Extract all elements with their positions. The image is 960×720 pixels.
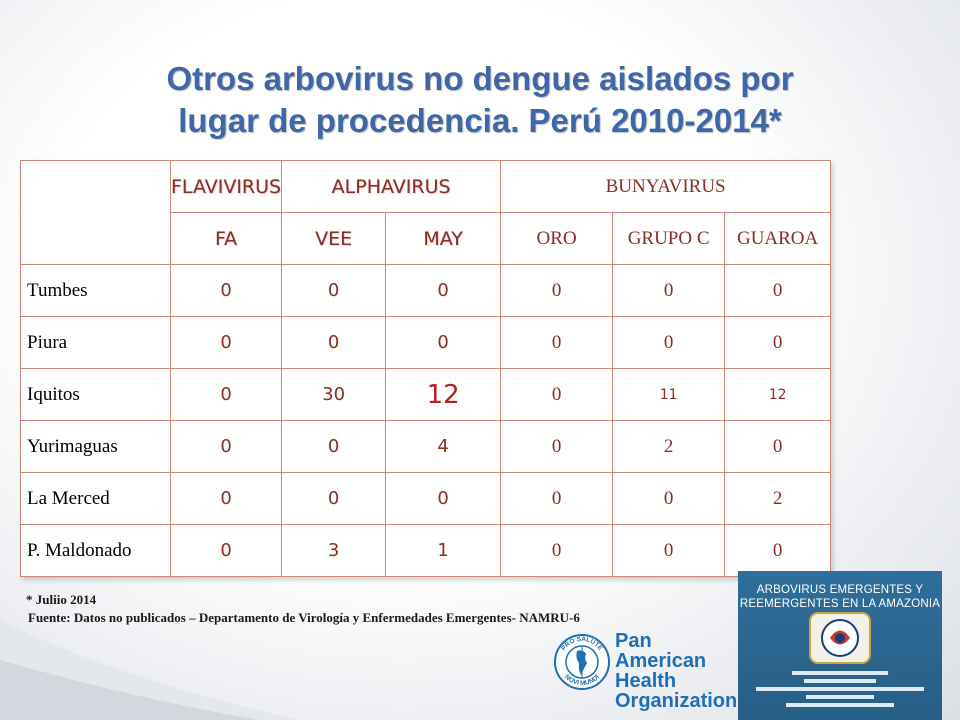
table-cell: 0 bbox=[169, 264, 283, 317]
arbovirus-table: FLAVIVIRUS ALPHAVIRUS BUNYAVIRUS FA VEE … bbox=[20, 160, 832, 577]
table-row: Yurimaguas 0 0 4 0 2 0 bbox=[20, 420, 832, 473]
table-cell: 0 bbox=[385, 264, 502, 317]
book-small-text-graphic bbox=[756, 671, 924, 707]
table-cell: 0 bbox=[281, 316, 387, 369]
table-cell: 4 bbox=[385, 420, 502, 473]
table-cell-highlight: 12 bbox=[385, 368, 502, 421]
table-cell: 0 bbox=[169, 368, 283, 421]
table-cell: 0 bbox=[612, 316, 726, 369]
col-header: VEE bbox=[281, 212, 387, 265]
title-line-1: Otros arbovirus no dengue aislados por bbox=[166, 60, 794, 97]
table-cell: 0 bbox=[500, 264, 614, 317]
table-cell: 3 bbox=[281, 524, 387, 577]
book-title: ARBOVIRUS EMERGENTES Y REEMERGENTES EN L… bbox=[738, 583, 942, 611]
book-cover-image: ARBOVIRUS EMERGENTES Y REEMERGENTES EN L… bbox=[738, 571, 942, 720]
table-cell: 0 bbox=[500, 368, 614, 421]
table-cell: 0 bbox=[724, 420, 832, 473]
row-label: La Merced bbox=[20, 472, 171, 525]
table-cell: 0 bbox=[612, 472, 726, 525]
table-cell: 0 bbox=[169, 524, 283, 577]
table-cell: 0 bbox=[385, 316, 502, 369]
row-label: Iquitos bbox=[20, 368, 171, 421]
table-cell: 0 bbox=[612, 524, 726, 577]
table-cell: 12 bbox=[724, 368, 832, 421]
table-cell: 0 bbox=[724, 524, 832, 577]
corner-decoration bbox=[0, 620, 300, 720]
book-title-line-1: ARBOVIRUS EMERGENTES Y bbox=[756, 584, 924, 596]
row-label: Tumbes bbox=[20, 264, 171, 317]
slide-title: Otros arbovirus no dengue aislados por l… bbox=[60, 58, 900, 142]
table-cell: 2 bbox=[724, 472, 832, 525]
table-row: Tumbes 0 0 0 0 0 0 bbox=[20, 264, 832, 317]
footnote-date: * Juliio 2014 bbox=[26, 592, 97, 607]
table-cell: 0 bbox=[281, 420, 387, 473]
col-header: GRUPO C bbox=[612, 212, 726, 265]
paho-line-3: Organization bbox=[615, 690, 738, 712]
paho-logo: PRO SALUTE NOVI MUNDI Pan American Healt… bbox=[553, 631, 737, 711]
column-header-row: FA VEE MAY ORO GRUPO C GUAROA bbox=[21, 212, 832, 265]
table-cell: 0 bbox=[612, 264, 726, 317]
table-cell: 0 bbox=[500, 524, 614, 577]
table-cell: 0 bbox=[724, 264, 832, 317]
table-cell: 0 bbox=[724, 316, 832, 369]
corner-cell bbox=[20, 160, 171, 265]
table-cell: 0 bbox=[500, 472, 614, 525]
table-row: Iquitos 0 30 12 0 11 12 bbox=[20, 368, 832, 421]
row-label: Piura bbox=[20, 316, 171, 369]
group-bunyavirus: BUNYAVIRUS bbox=[500, 160, 832, 213]
table-cell: 0 bbox=[500, 316, 614, 369]
table-cell: 0 bbox=[281, 264, 387, 317]
paho-emblem-icon: PRO SALUTE NOVI MUNDI bbox=[554, 634, 610, 690]
col-header: MAY bbox=[385, 212, 502, 265]
footnote-source: Fuente: Datos no publicados – Departamen… bbox=[28, 610, 580, 625]
paho-name: Pan American Health Organization bbox=[615, 631, 737, 711]
table-cell: 0 bbox=[500, 420, 614, 473]
table-cell: 0 bbox=[385, 472, 502, 525]
paho-line-2: Health bbox=[615, 670, 677, 692]
table-cell: 2 bbox=[612, 420, 726, 473]
table-row: P. Maldonado 0 3 1 0 0 0 bbox=[20, 524, 832, 577]
group-alphavirus: ALPHAVIRUS bbox=[281, 160, 502, 213]
book-title-line-2: REEMERGENTES EN LA AMAZONIA bbox=[739, 598, 941, 610]
table-cell: 0 bbox=[169, 472, 283, 525]
title-line-2: lugar de procedencia. Perú 2010-2014* bbox=[178, 102, 782, 139]
table-cell: 0 bbox=[169, 316, 283, 369]
row-label: Yurimaguas bbox=[20, 420, 171, 473]
table-cell: 0 bbox=[169, 420, 283, 473]
table-cell: 0 bbox=[281, 472, 387, 525]
col-header: ORO bbox=[500, 212, 614, 265]
col-header: GUAROA bbox=[724, 212, 832, 265]
table-row: Piura 0 0 0 0 0 0 bbox=[20, 316, 832, 369]
group-header-row: FLAVIVIRUS ALPHAVIRUS BUNYAVIRUS bbox=[20, 160, 832, 265]
table-row: La Merced 0 0 0 0 0 2 bbox=[20, 472, 832, 525]
table-cell: 1 bbox=[385, 524, 502, 577]
footnotes: * Juliio 2014 Fuente: Datos no publicado… bbox=[26, 591, 580, 627]
row-label: P. Maldonado bbox=[20, 524, 171, 577]
table-cell: 30 bbox=[281, 368, 387, 421]
table-cell: 11 bbox=[612, 368, 726, 421]
group-flavivirus: FLAVIVIRUS bbox=[169, 160, 283, 213]
seal-icon bbox=[809, 612, 871, 664]
col-header: FA bbox=[169, 212, 283, 265]
paho-line-1: Pan American bbox=[615, 630, 707, 672]
